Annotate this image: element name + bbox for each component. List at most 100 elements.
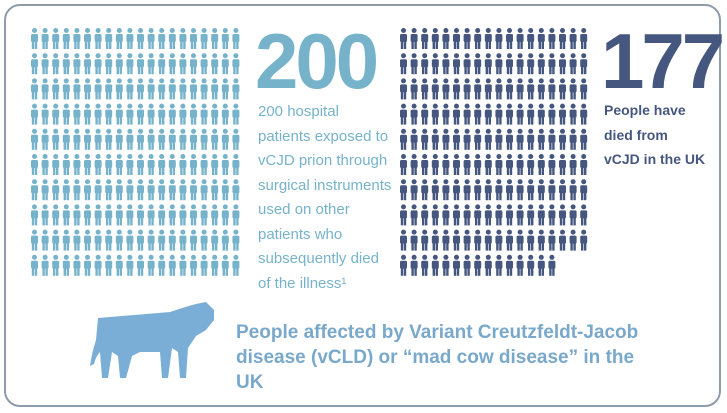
person-icon bbox=[62, 78, 70, 100]
person-icon bbox=[105, 128, 113, 150]
person-icon bbox=[105, 103, 113, 125]
person-icon bbox=[232, 254, 240, 276]
person-icon bbox=[190, 229, 197, 251]
big-number: 200 bbox=[255, 17, 379, 105]
person-icon bbox=[73, 229, 81, 251]
person-icon bbox=[548, 254, 556, 276]
person-icon bbox=[147, 229, 155, 251]
person-icon bbox=[221, 128, 229, 150]
person-icon bbox=[137, 179, 144, 201]
person-icon bbox=[168, 78, 176, 100]
person-icon bbox=[84, 154, 91, 175]
person-icon bbox=[31, 154, 38, 175]
person-icon bbox=[495, 154, 503, 175]
person-icon bbox=[506, 154, 513, 175]
person-icon bbox=[200, 128, 208, 150]
person-icon bbox=[453, 179, 460, 201]
person-icon bbox=[537, 28, 545, 49]
person-icon bbox=[73, 154, 81, 175]
person-icon bbox=[31, 254, 38, 276]
person-icon bbox=[410, 103, 418, 125]
person-icon bbox=[410, 254, 418, 276]
person-icon bbox=[221, 179, 229, 201]
person-icon bbox=[62, 28, 70, 49]
person-icon bbox=[115, 179, 123, 201]
person-icon bbox=[31, 179, 38, 201]
person-icon bbox=[431, 179, 439, 201]
person-icon bbox=[506, 78, 513, 100]
person-icon bbox=[410, 179, 418, 201]
person-icon bbox=[41, 103, 49, 125]
person-icon bbox=[442, 128, 450, 150]
person-icon bbox=[548, 53, 556, 75]
person-icon bbox=[94, 154, 102, 175]
person-icon bbox=[453, 103, 460, 125]
person-icon bbox=[31, 28, 38, 49]
person-icon bbox=[484, 128, 492, 150]
person-icon bbox=[463, 78, 471, 100]
person-icon bbox=[52, 28, 60, 49]
person-icon bbox=[548, 103, 556, 125]
person-icon bbox=[179, 179, 187, 201]
person-icon bbox=[168, 28, 176, 49]
person-icon bbox=[421, 154, 429, 175]
person-icon bbox=[474, 179, 482, 201]
person-icon bbox=[410, 78, 418, 100]
person-icon bbox=[126, 78, 134, 100]
person-icon bbox=[126, 229, 134, 251]
person-icon bbox=[484, 179, 492, 201]
person-icon bbox=[431, 78, 439, 100]
person-icon bbox=[580, 229, 588, 251]
person-icon bbox=[190, 78, 197, 100]
person-icon bbox=[158, 28, 166, 49]
person-icon bbox=[474, 154, 482, 175]
person-icon bbox=[200, 179, 208, 201]
person-icon bbox=[463, 28, 471, 49]
person-icon bbox=[527, 128, 535, 150]
person-icon bbox=[115, 103, 123, 125]
person-icon bbox=[232, 28, 240, 49]
person-icon bbox=[495, 179, 503, 201]
person-icon bbox=[516, 229, 524, 251]
person-icon bbox=[495, 229, 503, 251]
person-icon bbox=[52, 103, 60, 125]
person-icon bbox=[52, 204, 60, 226]
person-icon bbox=[527, 53, 535, 75]
person-icon bbox=[410, 28, 418, 49]
person-icon bbox=[463, 179, 471, 201]
person-icon bbox=[126, 204, 134, 226]
person-icon bbox=[537, 78, 545, 100]
person-icon bbox=[516, 78, 524, 100]
person-icon bbox=[190, 179, 197, 201]
person-icon bbox=[400, 28, 407, 49]
person-icon bbox=[421, 103, 429, 125]
person-icon bbox=[527, 254, 535, 276]
person-icon bbox=[115, 154, 123, 175]
person-icon bbox=[105, 179, 113, 201]
person-icon bbox=[115, 78, 123, 100]
person-icon bbox=[516, 154, 524, 175]
person-icon bbox=[516, 179, 524, 201]
person-icon bbox=[211, 28, 219, 49]
person-icon bbox=[62, 179, 70, 201]
person-icon bbox=[474, 128, 482, 150]
person-icon bbox=[221, 154, 229, 175]
person-icon bbox=[506, 254, 513, 276]
person-icon bbox=[537, 128, 545, 150]
person-icon bbox=[168, 254, 176, 276]
person-icon bbox=[484, 78, 492, 100]
person-icon bbox=[200, 204, 208, 226]
person-icon bbox=[211, 128, 219, 150]
person-icon bbox=[179, 28, 187, 49]
person-icon bbox=[31, 204, 38, 226]
person-icon bbox=[62, 154, 70, 175]
person-icon bbox=[147, 103, 155, 125]
person-icon bbox=[221, 254, 229, 276]
person-icon bbox=[137, 78, 144, 100]
person-icon bbox=[221, 204, 229, 226]
person-icon bbox=[506, 229, 513, 251]
person-icon bbox=[580, 204, 588, 226]
person-icon bbox=[126, 53, 134, 75]
person-icon bbox=[158, 154, 166, 175]
